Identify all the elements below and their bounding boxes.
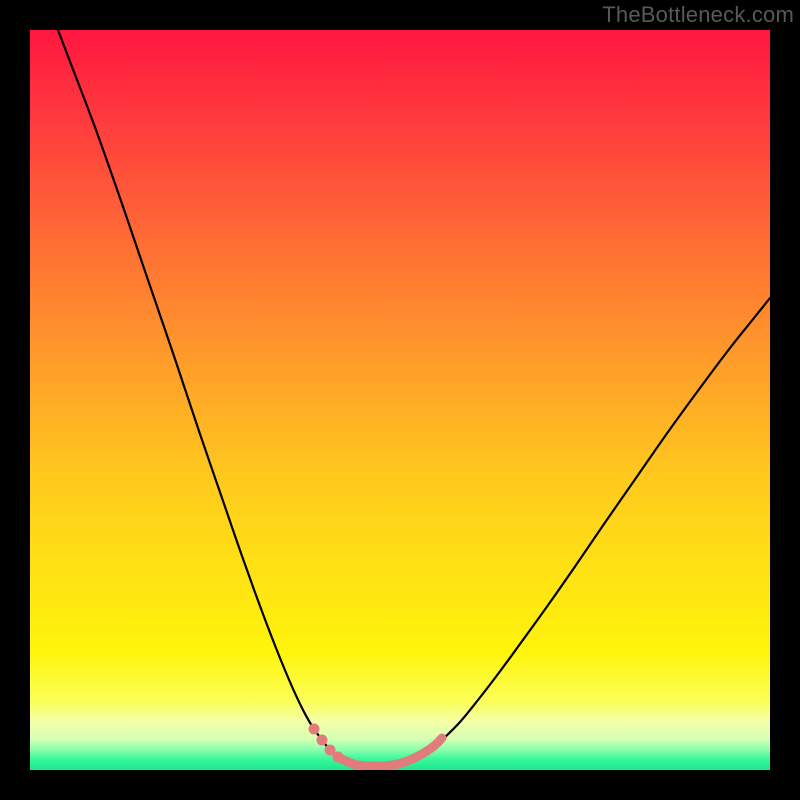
watermark-text: TheBottleneck.com (602, 2, 794, 28)
sweet-spot-marker (317, 735, 328, 746)
curve-overlay (0, 0, 800, 800)
sweet-spot-marker (333, 752, 344, 763)
chart-stage: TheBottleneck.com (0, 0, 800, 800)
bottleneck-curve (58, 30, 770, 766)
sweet-spot-highlight (340, 738, 442, 766)
sweet-spot-marker (309, 724, 320, 735)
